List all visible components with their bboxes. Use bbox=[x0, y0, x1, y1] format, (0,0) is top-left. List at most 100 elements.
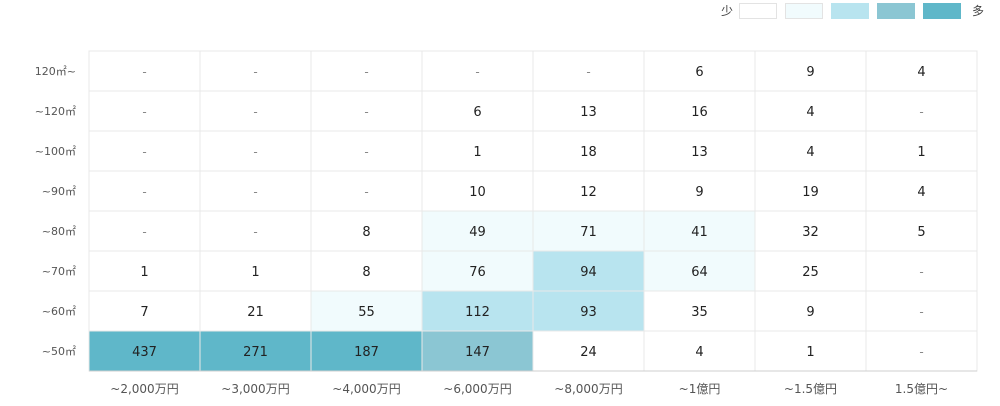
cell-value-label: 4 bbox=[695, 345, 703, 360]
cell-value-label: - bbox=[142, 65, 146, 79]
cell-value-label: - bbox=[142, 185, 146, 199]
heatmap-cell bbox=[88, 210, 201, 252]
cell-value-label: 4 bbox=[806, 105, 814, 120]
cell-value-label: 9 bbox=[695, 185, 703, 200]
cell-value-label: 35 bbox=[691, 305, 708, 320]
cell-value-label: 49 bbox=[469, 225, 486, 240]
heatmap-cell bbox=[643, 290, 756, 332]
cell-value-label: - bbox=[142, 225, 146, 239]
y-axis-tick-label: ~50㎡ bbox=[42, 345, 76, 358]
legend-low-label: 少 bbox=[721, 4, 734, 18]
heatmap-cell bbox=[421, 130, 534, 172]
x-axis-tick-label: ~4,000万円 bbox=[332, 382, 400, 396]
y-axis-tick-label: ~100㎡ bbox=[35, 145, 76, 158]
heatmap-cell bbox=[88, 170, 201, 212]
cell-value-label: 5 bbox=[917, 225, 925, 240]
heatmap-cell bbox=[421, 290, 534, 332]
cell-value-label: 19 bbox=[802, 185, 819, 200]
cell-value-label: 1 bbox=[251, 265, 259, 280]
cell-value-label: 94 bbox=[580, 265, 597, 280]
cell-value-label: 9 bbox=[806, 65, 814, 80]
cell-value-label: 13 bbox=[691, 145, 708, 160]
heatmap-cell bbox=[865, 130, 978, 172]
heatmap-cell bbox=[199, 330, 312, 372]
heatmap-cell bbox=[532, 330, 645, 372]
x-axis-tick-label: ~2,000万円 bbox=[110, 382, 178, 396]
cell-value-label: - bbox=[919, 305, 923, 319]
cell-value-label: 6 bbox=[695, 65, 703, 80]
heatmap-cell bbox=[199, 50, 312, 92]
cell-value-label: - bbox=[253, 105, 257, 119]
cell-value-label: 64 bbox=[691, 265, 708, 280]
cell-value-label: 8 bbox=[362, 265, 370, 280]
cell-value-label: 271 bbox=[243, 345, 268, 360]
cell-value-label: 7 bbox=[140, 305, 148, 320]
x-axis-tick-label: ~1億円 bbox=[679, 382, 721, 396]
cell-value-label: 1 bbox=[917, 145, 925, 160]
cell-value-label: 41 bbox=[691, 225, 708, 240]
heatmap-cell bbox=[754, 250, 867, 292]
cell-value-label: - bbox=[253, 225, 257, 239]
heatmap-cell bbox=[754, 290, 867, 332]
legend-swatch-level-2 bbox=[831, 3, 869, 19]
cell-value-label: 76 bbox=[469, 265, 486, 280]
legend-swatch-level-4 bbox=[923, 3, 961, 19]
cell-value-label: 6 bbox=[473, 105, 481, 120]
cell-value-label: 16 bbox=[691, 105, 708, 120]
cell-value-label: 71 bbox=[580, 225, 597, 240]
legend-swatch-level-1 bbox=[785, 3, 823, 19]
heatmap-cell bbox=[88, 290, 201, 332]
cell-value-label: 8 bbox=[362, 225, 370, 240]
heatmap-cell bbox=[532, 130, 645, 172]
cell-value-label: 25 bbox=[802, 265, 819, 280]
cell-value-label: - bbox=[586, 65, 590, 79]
x-axis-tick-label: ~1.5億円 bbox=[784, 382, 837, 396]
cell-value-label: 4 bbox=[917, 65, 925, 80]
cell-value-label: - bbox=[253, 65, 257, 79]
cell-value-label: 13 bbox=[580, 105, 597, 120]
heatmap-cell bbox=[532, 170, 645, 212]
cell-value-label: - bbox=[364, 185, 368, 199]
cell-value-label: 9 bbox=[806, 305, 814, 320]
heatmap-cell bbox=[643, 330, 756, 372]
cell-value-label: - bbox=[919, 105, 923, 119]
cell-value-label: - bbox=[364, 65, 368, 79]
cell-value-label: - bbox=[364, 105, 368, 119]
heatmap-cell bbox=[643, 90, 756, 132]
heatmap-cell bbox=[310, 290, 423, 332]
heatmap-cell bbox=[199, 90, 312, 132]
heatmap-cell bbox=[310, 170, 423, 212]
heatmap-cell bbox=[865, 50, 978, 92]
x-axis-tick-label: ~3,000万円 bbox=[221, 382, 289, 396]
cell-value-label: - bbox=[253, 185, 257, 199]
cell-value-label: - bbox=[142, 145, 146, 159]
heatmap-cell bbox=[865, 210, 978, 252]
x-axis-tick-label: ~6,000万円 bbox=[443, 382, 511, 396]
cell-value-label: 93 bbox=[580, 305, 597, 320]
legend-swatch-level-3 bbox=[877, 3, 915, 19]
heatmap-cell bbox=[754, 90, 867, 132]
y-axis-tick-label: ~70㎡ bbox=[42, 265, 76, 278]
heatmap-cell bbox=[865, 330, 978, 372]
heatmap-cell bbox=[865, 290, 978, 332]
x-axis-tick-label: 1.5億円~ bbox=[895, 382, 948, 396]
heatmap-cell bbox=[421, 170, 534, 212]
heatmap-cell bbox=[643, 130, 756, 172]
cell-value-label: 12 bbox=[580, 185, 597, 200]
y-axis-tick-label: ~90㎡ bbox=[42, 185, 76, 198]
cell-value-label: 437 bbox=[132, 345, 157, 360]
y-axis-tick-label: ~80㎡ bbox=[42, 225, 76, 238]
cell-value-label: 1 bbox=[473, 145, 481, 160]
heatmap-cell bbox=[310, 90, 423, 132]
heatmap-cell bbox=[199, 210, 312, 252]
cell-value-label: - bbox=[919, 265, 923, 279]
cell-value-label: 187 bbox=[354, 345, 379, 360]
heatmap-cell bbox=[754, 170, 867, 212]
cell-value-label: - bbox=[253, 145, 257, 159]
heatmap-cell bbox=[310, 330, 423, 372]
cell-value-label: 55 bbox=[358, 305, 375, 320]
heatmap-cell bbox=[865, 170, 978, 212]
heatmap-cell bbox=[754, 130, 867, 172]
heatmap-cell bbox=[643, 170, 756, 212]
